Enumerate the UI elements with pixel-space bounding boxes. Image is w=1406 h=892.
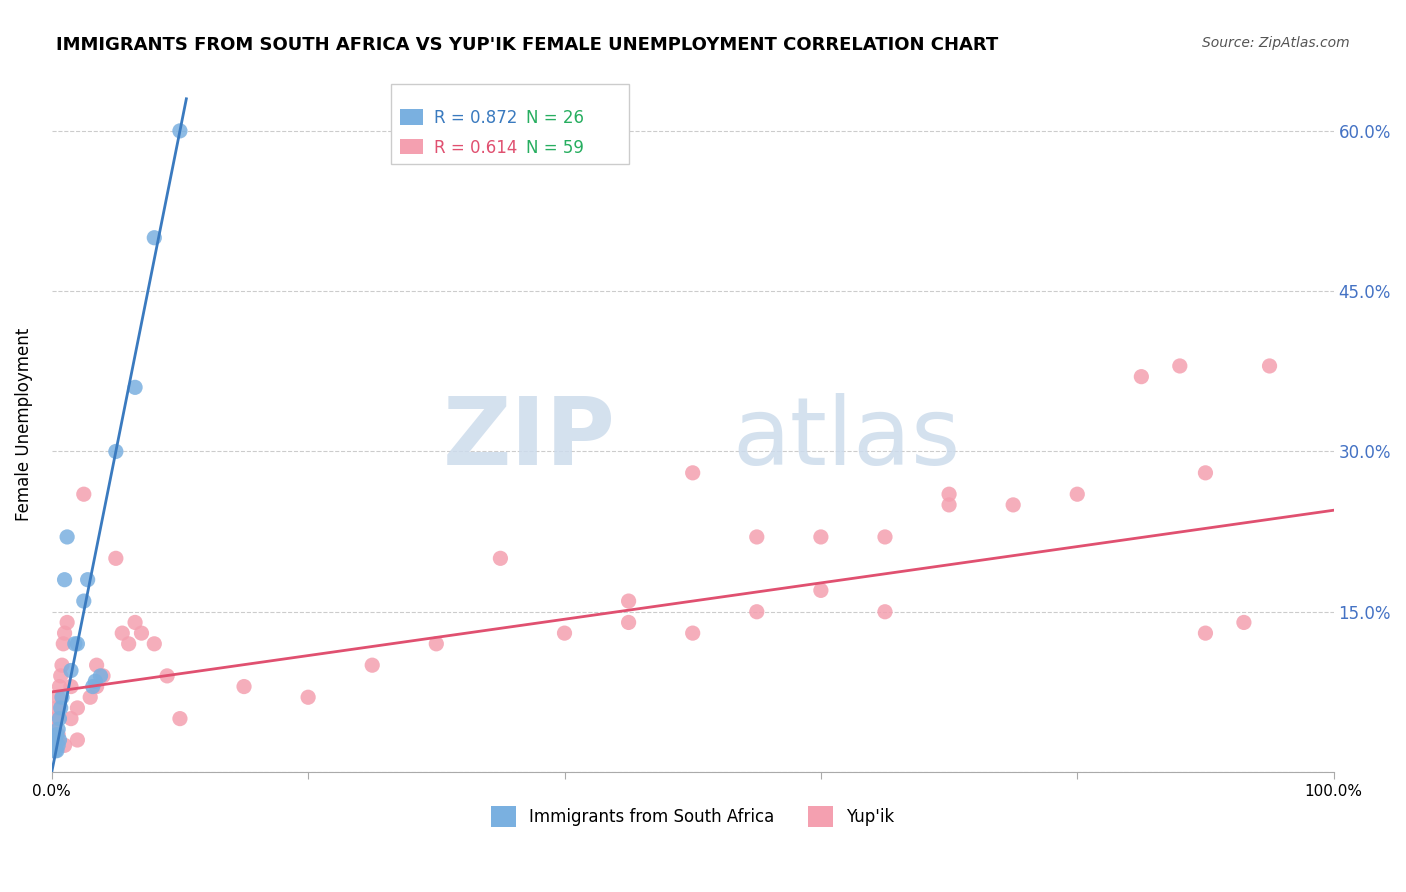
Point: [59, 712, 82, 726]
Point: [1233, 615, 1256, 630]
Point: [53, 739, 76, 753]
Point: [86, 658, 108, 673]
Point: [169, 124, 191, 138]
Point: [86, 680, 108, 694]
Point: [84, 674, 107, 689]
Point: [617, 594, 640, 608]
Point: [938, 498, 960, 512]
Point: [45, 728, 67, 742]
Point: [45, 744, 67, 758]
Point: [82, 680, 104, 694]
Text: atlas: atlas: [733, 392, 960, 484]
Point: [810, 530, 832, 544]
Point: [63, 637, 86, 651]
Point: [45, 733, 67, 747]
Point: [91, 669, 114, 683]
Point: [56, 530, 79, 544]
Point: [425, 637, 447, 651]
Point: [617, 615, 640, 630]
Point: [45, 733, 67, 747]
Point: [361, 658, 384, 673]
Point: [1168, 359, 1191, 373]
Point: [59, 680, 82, 694]
Point: [45, 712, 67, 726]
Point: [45, 744, 67, 758]
Point: [44, 733, 66, 747]
Point: [156, 669, 179, 683]
Point: [810, 583, 832, 598]
Point: [111, 626, 134, 640]
Point: [45, 701, 67, 715]
Point: [89, 669, 111, 683]
Text: N = 59: N = 59: [526, 138, 583, 157]
Point: [53, 573, 76, 587]
Point: [73, 594, 96, 608]
Point: [1066, 487, 1088, 501]
Point: [46, 728, 69, 742]
Point: [104, 444, 127, 458]
Point: [49, 669, 72, 683]
Point: [44, 723, 66, 737]
Point: [233, 680, 256, 694]
Point: [1194, 466, 1216, 480]
Point: [297, 690, 319, 705]
Point: [1194, 626, 1216, 640]
Point: [44, 739, 66, 753]
Point: [118, 637, 141, 651]
Text: R = 0.614: R = 0.614: [434, 138, 517, 157]
Bar: [391, 85, 628, 164]
Point: [46, 690, 69, 705]
Legend: Immigrants from South Africa, Yup'ik: Immigrants from South Africa, Yup'ik: [484, 799, 901, 833]
Point: [51, 658, 73, 673]
Point: [553, 626, 575, 640]
Point: [56, 615, 79, 630]
Y-axis label: Female Unemployment: Female Unemployment: [15, 328, 32, 521]
Point: [745, 605, 768, 619]
Text: IMMIGRANTS FROM SOUTH AFRICA VS YUP'IK FEMALE UNEMPLOYMENT CORRELATION CHART: IMMIGRANTS FROM SOUTH AFRICA VS YUP'IK F…: [56, 36, 998, 54]
Text: Source: ZipAtlas.com: Source: ZipAtlas.com: [1202, 36, 1350, 50]
Point: [1130, 369, 1153, 384]
Point: [873, 605, 896, 619]
Point: [938, 487, 960, 501]
Point: [66, 701, 89, 715]
Point: [169, 712, 191, 726]
Point: [745, 530, 768, 544]
Point: [104, 551, 127, 566]
Point: [48, 733, 70, 747]
Text: ZIP: ZIP: [443, 392, 616, 484]
Point: [143, 637, 166, 651]
Text: R = 0.872: R = 0.872: [434, 110, 517, 128]
Point: [46, 739, 69, 753]
Point: [1002, 498, 1025, 512]
Point: [52, 637, 75, 651]
Point: [873, 530, 896, 544]
Point: [49, 701, 72, 715]
Point: [42, 744, 65, 758]
Point: [131, 626, 153, 640]
Point: [53, 626, 76, 640]
Point: [48, 680, 70, 694]
Point: [51, 690, 73, 705]
Bar: [401, 110, 423, 125]
Point: [682, 466, 704, 480]
Bar: [401, 138, 423, 153]
Point: [124, 615, 146, 630]
Point: [143, 231, 166, 245]
Point: [489, 551, 512, 566]
Text: N = 26: N = 26: [526, 110, 583, 128]
Point: [48, 712, 70, 726]
Point: [46, 723, 69, 737]
Point: [682, 626, 704, 640]
Point: [59, 664, 82, 678]
Point: [124, 380, 146, 394]
Point: [66, 637, 89, 651]
Point: [1258, 359, 1281, 373]
Point: [42, 744, 65, 758]
Point: [73, 487, 96, 501]
Point: [66, 733, 89, 747]
Point: [45, 739, 67, 753]
Point: [79, 690, 101, 705]
Point: [76, 573, 98, 587]
